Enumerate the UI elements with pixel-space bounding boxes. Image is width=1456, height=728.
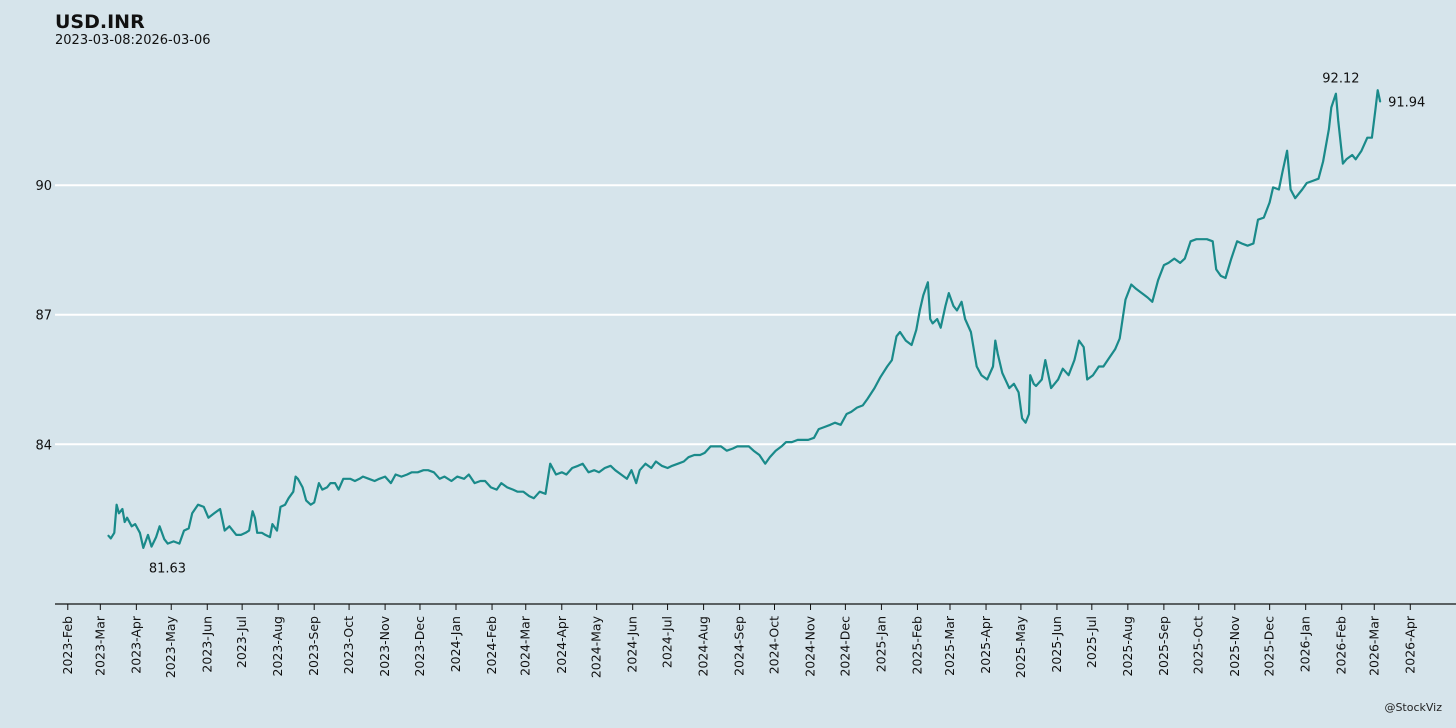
x-tick-label: 2023-Dec	[412, 616, 427, 677]
data-label: 81.63	[149, 562, 186, 577]
x-tick-label: 2023-Jul	[234, 616, 249, 668]
x-tick-label: 2023-Sep	[306, 616, 321, 676]
x-tick-label: 2023-Jun	[199, 616, 214, 673]
x-tick-label: 2024-Aug	[696, 616, 711, 676]
x-tick-label: 2024-May	[589, 615, 604, 678]
chart-title: USD.INR	[55, 11, 145, 33]
x-tick-label: 2024-Feb	[484, 616, 499, 675]
y-tick-label: 84	[35, 438, 52, 453]
x-tick-label: 2025-Oct	[1191, 616, 1206, 674]
x-tick-label: 2024-Oct	[766, 616, 781, 674]
x-tick-label: 2023-May	[163, 615, 178, 678]
data-label: 91.94	[1388, 95, 1425, 110]
chart-subtitle: 2023-03-08:2026-03-06	[55, 33, 211, 48]
x-tick-label: 2025-Feb	[909, 616, 924, 675]
y-tick-label: 87	[35, 309, 52, 324]
x-tick-label: 2023-Aug	[270, 616, 285, 676]
x-tick-label: 2024-Jul	[660, 616, 675, 668]
x-tick-label: 2025-Aug	[1120, 616, 1135, 676]
x-tick-label: 2026-Apr	[1402, 615, 1417, 674]
x-tick-label: 2026-Feb	[1334, 616, 1349, 675]
x-tick-label: 2023-Apr	[128, 615, 143, 674]
x-tick-label: 2025-Dec	[1262, 616, 1277, 677]
x-tick-label: 2024-Jun	[625, 616, 640, 673]
x-tick-label: 2025-Jun	[1049, 616, 1064, 673]
x-tick-label: 2025-Jul	[1084, 616, 1099, 668]
x-tick-label: 2025-Apr	[978, 615, 993, 674]
x-tick-label: 2024-Jan	[448, 616, 463, 672]
x-tick-label: 2026-Jan	[1298, 616, 1313, 672]
x-tick-label: 2023-Mar	[92, 615, 107, 676]
x-tick-label: 2025-Sep	[1156, 616, 1171, 676]
x-tick-label: 2026-Mar	[1366, 615, 1381, 676]
x-tick-label: 2025-Mar	[942, 615, 957, 676]
x-tick-label: 2025-May	[1013, 615, 1028, 678]
x-tick-label: 2024-Mar	[518, 615, 533, 676]
x-tick-label: 2025-Jan	[873, 616, 888, 672]
x-tick-label: 2024-Dec	[837, 616, 852, 677]
series-line-usd-inr	[107, 89, 1382, 550]
data-label: 92.12	[1322, 72, 1359, 87]
x-tick-label: 2023-Feb	[60, 616, 75, 675]
watermark: @StockViz	[1384, 701, 1442, 714]
x-tick-label: 2023-Nov	[377, 615, 392, 676]
x-tick-label: 2025-Nov	[1227, 615, 1242, 676]
y-tick-label: 90	[35, 179, 52, 194]
x-tick-label: 2024-Nov	[803, 615, 818, 676]
x-tick-label: 2024-Apr	[554, 615, 569, 674]
x-tick-label: 2024-Sep	[732, 616, 747, 676]
x-tick-label: 2023-Oct	[341, 616, 356, 674]
